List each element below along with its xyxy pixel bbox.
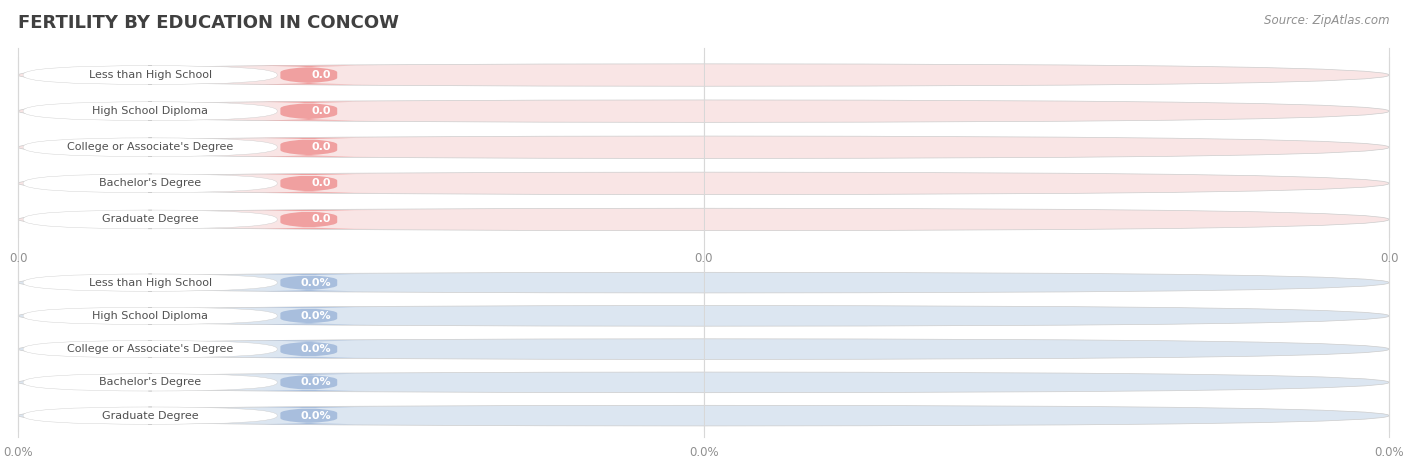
Text: 0.0: 0.0	[8, 252, 28, 265]
FancyBboxPatch shape	[18, 305, 1389, 326]
Text: High School Diploma: High School Diploma	[93, 311, 208, 321]
FancyBboxPatch shape	[18, 405, 1389, 426]
FancyBboxPatch shape	[22, 307, 277, 324]
FancyBboxPatch shape	[240, 307, 377, 324]
Text: Less than High School: Less than High School	[89, 277, 212, 288]
FancyBboxPatch shape	[240, 407, 377, 424]
FancyBboxPatch shape	[22, 210, 277, 229]
Text: Source: ZipAtlas.com: Source: ZipAtlas.com	[1264, 14, 1389, 27]
FancyBboxPatch shape	[18, 172, 1389, 195]
Text: Graduate Degree: Graduate Degree	[101, 410, 198, 421]
Text: Bachelor's Degree: Bachelor's Degree	[98, 178, 201, 189]
FancyBboxPatch shape	[240, 210, 377, 229]
FancyBboxPatch shape	[18, 272, 1389, 293]
Text: 0.0: 0.0	[695, 252, 713, 265]
Text: College or Associate's Degree: College or Associate's Degree	[67, 344, 233, 354]
Text: 0.0%: 0.0%	[299, 311, 330, 321]
FancyBboxPatch shape	[18, 339, 1389, 360]
FancyBboxPatch shape	[240, 374, 377, 391]
Text: 0.0%: 0.0%	[299, 410, 330, 421]
FancyBboxPatch shape	[240, 102, 377, 121]
FancyBboxPatch shape	[22, 102, 277, 121]
FancyBboxPatch shape	[240, 138, 377, 157]
Text: 0.0%: 0.0%	[1374, 446, 1405, 459]
FancyBboxPatch shape	[240, 66, 377, 85]
Text: 0.0%: 0.0%	[299, 377, 330, 388]
FancyBboxPatch shape	[240, 341, 377, 358]
FancyBboxPatch shape	[22, 66, 277, 85]
FancyBboxPatch shape	[18, 208, 1389, 231]
Text: 0.0: 0.0	[311, 70, 330, 80]
FancyBboxPatch shape	[240, 274, 377, 291]
Text: 0.0: 0.0	[311, 214, 330, 225]
Text: College or Associate's Degree: College or Associate's Degree	[67, 142, 233, 152]
Text: Bachelor's Degree: Bachelor's Degree	[98, 377, 201, 388]
Text: 0.0%: 0.0%	[689, 446, 718, 459]
FancyBboxPatch shape	[18, 136, 1389, 159]
FancyBboxPatch shape	[18, 100, 1389, 123]
FancyBboxPatch shape	[240, 174, 377, 193]
Text: High School Diploma: High School Diploma	[93, 106, 208, 116]
Text: 0.0: 0.0	[311, 106, 330, 116]
Text: Graduate Degree: Graduate Degree	[101, 214, 198, 225]
Text: 0.0: 0.0	[311, 142, 330, 152]
Text: 0.0%: 0.0%	[299, 344, 330, 354]
FancyBboxPatch shape	[18, 64, 1389, 86]
Text: 0.0: 0.0	[1379, 252, 1399, 265]
Text: Less than High School: Less than High School	[89, 70, 212, 80]
Text: 0.0%: 0.0%	[3, 446, 34, 459]
FancyBboxPatch shape	[22, 138, 277, 157]
FancyBboxPatch shape	[22, 374, 277, 391]
FancyBboxPatch shape	[22, 174, 277, 193]
Text: 0.0: 0.0	[311, 178, 330, 189]
FancyBboxPatch shape	[22, 274, 277, 291]
Text: 0.0%: 0.0%	[299, 277, 330, 288]
FancyBboxPatch shape	[22, 341, 277, 358]
FancyBboxPatch shape	[22, 407, 277, 424]
Text: FERTILITY BY EDUCATION IN CONCOW: FERTILITY BY EDUCATION IN CONCOW	[18, 14, 399, 32]
FancyBboxPatch shape	[18, 372, 1389, 393]
